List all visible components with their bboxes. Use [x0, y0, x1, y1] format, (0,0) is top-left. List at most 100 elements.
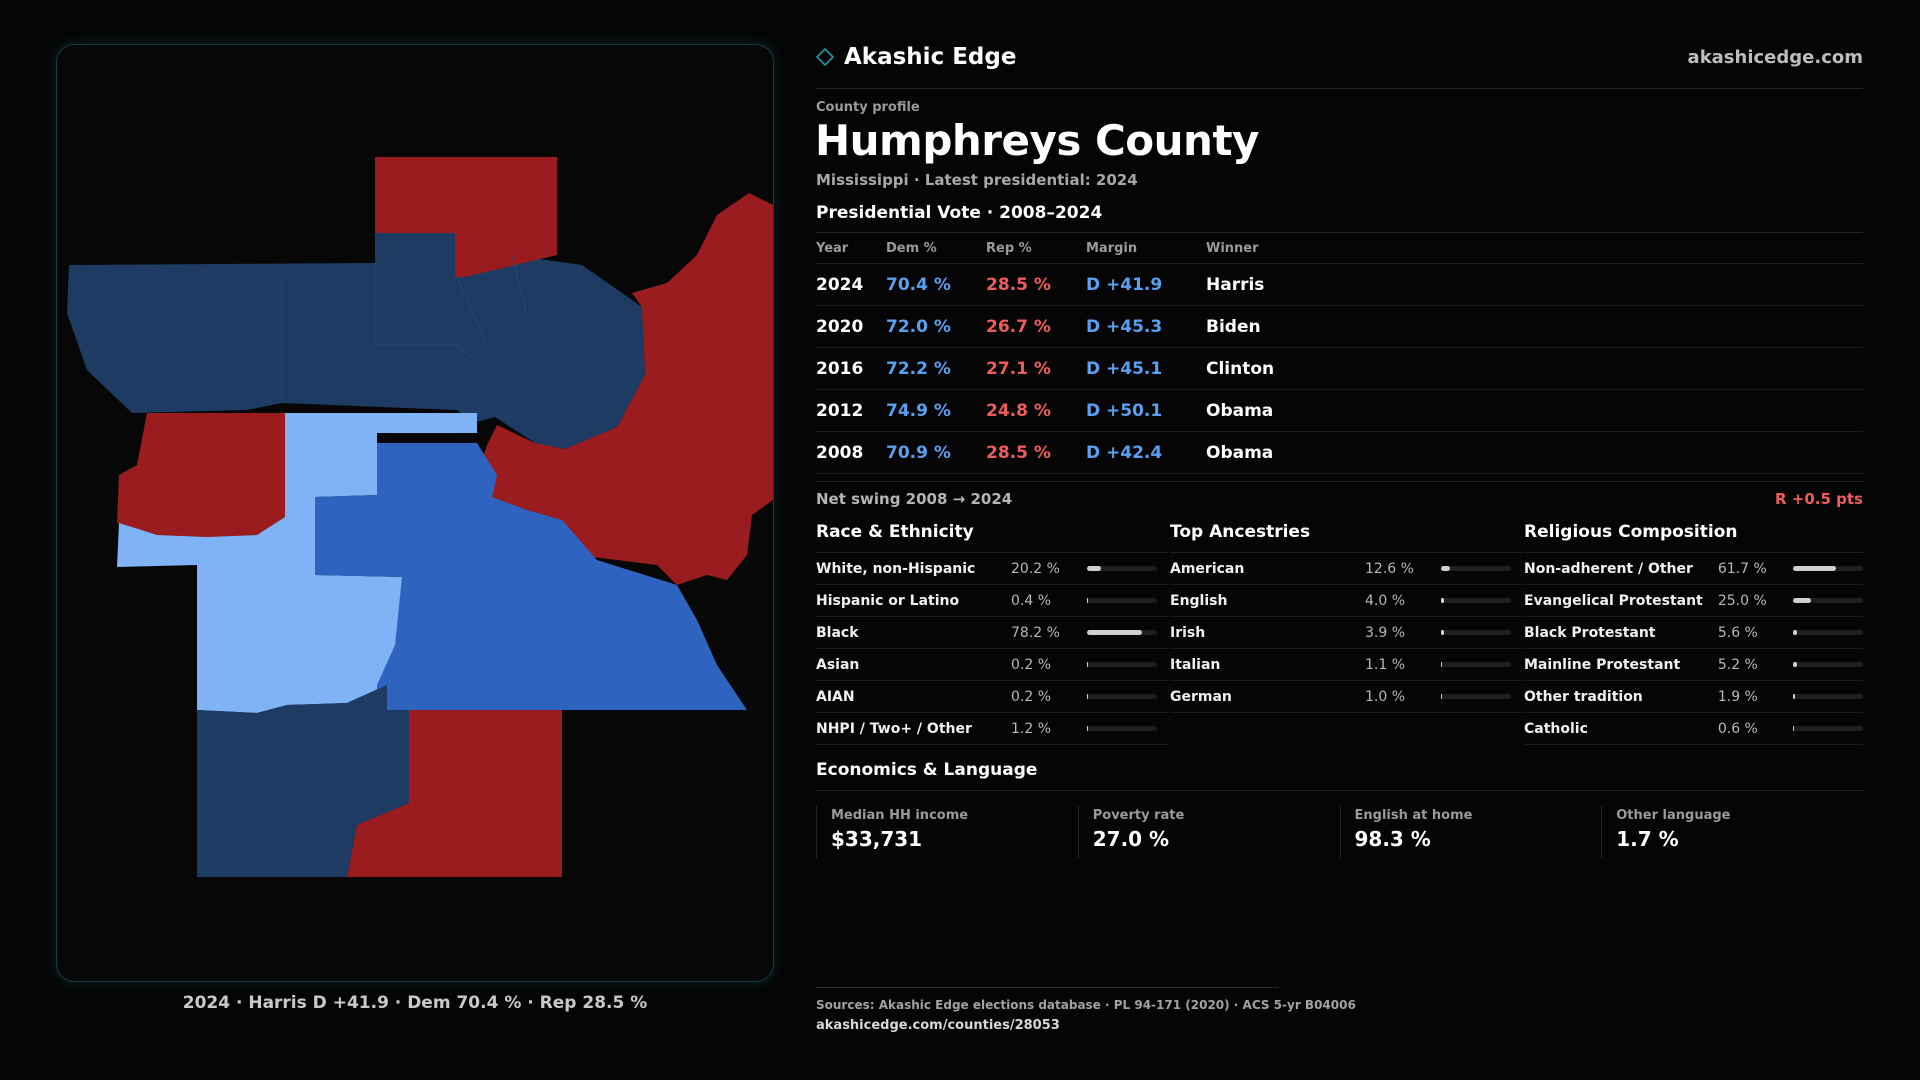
stat-row: Non-adherent / Other 61.7 % — [1524, 553, 1863, 585]
vote-margin: D +41.9 — [1086, 263, 1206, 306]
net-swing-label: Net swing 2008 → 2024 — [816, 490, 1013, 508]
stat-label: AIAN — [816, 688, 855, 705]
vote-margin: D +45.1 — [1086, 347, 1206, 390]
stat-value: 25.0 % — [1717, 592, 1767, 609]
vote-margin: D +50.1 — [1086, 389, 1206, 432]
stat-label: NHPI / Two+ / Other — [816, 720, 972, 737]
stat-label: Black Protestant — [1524, 624, 1656, 641]
precinct-south-dem[interactable] — [197, 685, 409, 877]
vote-rep: 28.5 % — [986, 263, 1086, 306]
precinct-north-rep[interactable] — [375, 157, 557, 277]
table-row[interactable]: 2008 70.9 % 28.5 % D +42.4 Obama — [816, 431, 1863, 474]
precinct-central-west-dem[interactable] — [117, 413, 477, 713]
stat-bar — [1793, 726, 1863, 731]
stat-row: Catholic 0.6 % — [1524, 713, 1863, 745]
stat-bar-fill — [1087, 598, 1088, 603]
econ-stat-english: English at home 98.3 % — [1339, 806, 1602, 858]
stat-bar — [1087, 566, 1157, 571]
vote-margin: D +42.4 — [1086, 431, 1206, 474]
stat-row: German 1.0 % — [1170, 681, 1522, 713]
econ-value: $33,731 — [831, 827, 923, 851]
race-ethnicity-title: Race & Ethnicity — [816, 522, 1168, 553]
table-row[interactable]: 2012 74.9 % 24.8 % D +50.1 Obama — [816, 389, 1863, 432]
map-caption: 2024 · Harris D +41.9 · Dem 70.4 % · Rep… — [182, 993, 648, 1013]
header-divider — [816, 88, 1863, 89]
stat-value: 0.6 % — [1717, 720, 1758, 737]
vote-margin: D +45.3 — [1086, 305, 1206, 348]
stat-row: Italian 1.1 % — [1170, 649, 1522, 681]
ancestry-rows: American 12.6 % English 4.0 % Irish 3.9 % Ital… — [1170, 553, 1522, 713]
econ-stat-income: Median HH income $33,731 — [816, 806, 1078, 858]
stat-bar-fill — [1441, 598, 1444, 603]
vote-rep: 28.5 % — [986, 431, 1086, 474]
stat-row: Asian 0.2 % — [816, 649, 1168, 681]
econ-stat-poverty: Poverty rate 27.0 % — [1077, 806, 1340, 858]
econ-stat-other-language: Other language 1.7 % — [1601, 806, 1863, 858]
stat-bar-fill — [1793, 662, 1798, 667]
county-precinct-map — [67, 157, 773, 877]
stat-row: White, non-Hispanic 20.2 % — [816, 553, 1168, 585]
net-swing-value: R +0.5 pts — [1775, 490, 1863, 508]
stat-row: Black 78.2 % — [816, 617, 1168, 649]
religion-title: Religious Composition — [1524, 522, 1863, 553]
table-row[interactable]: 2024 70.4 % 28.5 % D +41.9 Harris — [816, 263, 1863, 306]
stat-bar — [1087, 630, 1157, 635]
stat-row: American 12.6 % — [1170, 553, 1522, 585]
stat-bar-fill — [1441, 630, 1444, 635]
stat-bar-fill — [1793, 566, 1837, 571]
eyebrow-label: County profile — [816, 100, 920, 115]
stat-value: 0.4 % — [1011, 592, 1052, 609]
precinct-east-rep[interactable] — [477, 193, 773, 585]
stat-bar — [1441, 662, 1511, 667]
stat-label: German — [1170, 688, 1232, 705]
precinct-west-rep[interactable] — [117, 413, 285, 537]
stat-label: White, non-Hispanic — [816, 560, 976, 577]
ancestry-title: Top Ancestries — [1170, 522, 1522, 553]
stat-bar-fill — [1793, 630, 1798, 635]
stat-label: Asian — [816, 656, 860, 673]
stat-label: Irish — [1170, 624, 1206, 641]
votes-section-title: Presidential Vote · 2008–2024 — [816, 203, 1103, 223]
precinct-north-dem[interactable] — [67, 233, 645, 449]
stat-value: 61.7 % — [1717, 560, 1767, 577]
stat-value: 1.9 % — [1717, 688, 1758, 705]
stat-bar — [1793, 566, 1863, 571]
col-rep-header: Rep % — [986, 233, 1086, 264]
vote-dem: 74.9 % — [886, 389, 986, 432]
econ-value: 98.3 % — [1354, 827, 1431, 851]
vote-winner: Obama — [1206, 389, 1863, 432]
stat-row: NHPI / Two+ / Other 1.2 % — [816, 713, 1168, 745]
stat-label: Italian — [1170, 656, 1221, 673]
brand-name: Akashic Edge — [844, 44, 1017, 70]
vote-winner: Obama — [1206, 431, 1863, 474]
table-header-row: Year Dem % Rep % Margin Winner — [816, 233, 1863, 264]
stat-value: 78.2 % — [1011, 624, 1060, 641]
stat-label: Black — [816, 624, 859, 641]
stat-bar — [1441, 694, 1511, 699]
table-row[interactable]: 2020 72.0 % 26.7 % D +45.3 Biden — [816, 305, 1863, 348]
county-page-link[interactable]: akashicedge.com/counties/28053 — [816, 1018, 1060, 1033]
vote-year: 2024 — [816, 263, 886, 306]
brand[interactable]: Akashic Edge — [816, 44, 1016, 70]
stat-bar — [1441, 598, 1511, 603]
site-url-link[interactable]: akashicedge.com — [1687, 47, 1863, 68]
stat-value: 4.0 % — [1365, 592, 1406, 609]
diamond-logo-icon — [816, 48, 834, 66]
econ-value: 27.0 % — [1092, 827, 1170, 851]
precinct-central-dem[interactable] — [315, 443, 747, 710]
vote-rep: 27.1 % — [986, 347, 1086, 390]
county-subtitle: Mississippi · Latest presidential: 2024 — [816, 171, 1138, 189]
stat-value: 1.0 % — [1365, 688, 1406, 705]
stat-bar — [1793, 662, 1863, 667]
precinct-south-rep[interactable] — [347, 710, 562, 877]
vote-winner: Clinton — [1206, 347, 1863, 390]
precinct-boundaries — [281, 254, 528, 403]
stat-row: Mainline Protestant 5.2 % — [1524, 649, 1863, 681]
stat-bar-fill — [1793, 726, 1795, 731]
economics-divider — [816, 790, 1863, 791]
table-row[interactable]: 2016 72.2 % 27.1 % D +45.1 Clinton — [816, 347, 1863, 390]
religion-rows: Non-adherent / Other 61.7 % Evangelical Pr… — [1524, 553, 1863, 745]
stat-bar — [1441, 566, 1511, 571]
sources-note: Sources: Akashic Edge elections database… — [816, 998, 1356, 1012]
presidential-vote-table: Year Dem % Rep % Margin Winner 2024 70.4… — [816, 233, 1863, 474]
